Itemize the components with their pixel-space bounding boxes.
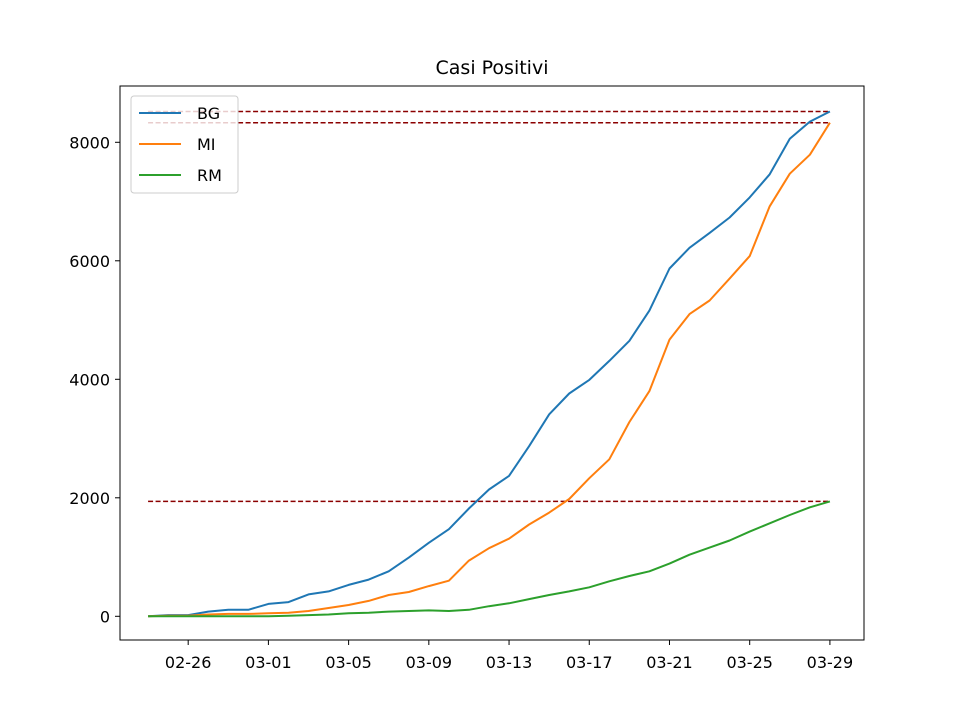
series-line-rm: [148, 500, 831, 618]
x-axis: 02-26 03-01 03-05 03-09 03-13 03-17 03-21 03-25…: [165, 640, 853, 672]
legend-label-mi: MI: [197, 135, 216, 154]
series-lines: [148, 110, 831, 618]
chart-title: Casi Positivi: [436, 57, 549, 79]
y-tick-label: 0: [100, 607, 110, 626]
series-line-mi: [148, 122, 831, 618]
x-tick-label: 03-29: [807, 653, 854, 672]
series-line-bg: [148, 110, 831, 618]
x-tick-label: 02-26: [165, 653, 212, 672]
legend-label-rm: RM: [197, 166, 222, 185]
reference-lines: [148, 110, 830, 503]
x-tick-label: 03-01: [245, 653, 292, 672]
y-tick-label: 8000: [69, 133, 110, 152]
y-axis: 0 2000 4000 6000 8000: [69, 133, 120, 626]
x-tick-label: 03-05: [325, 653, 372, 672]
plot-area-frame: [119, 85, 865, 641]
y-tick-label: 4000: [69, 370, 110, 389]
x-tick-label: 03-25: [726, 653, 773, 672]
x-tick-label: 03-09: [406, 653, 453, 672]
y-tick-label: 2000: [69, 489, 110, 508]
x-tick-label: 03-17: [566, 653, 613, 672]
legend-box: [130, 95, 239, 194]
legend-label-bg: BG: [197, 104, 220, 123]
x-tick-label: 03-21: [646, 653, 693, 672]
x-tick-label: 03-13: [486, 653, 533, 672]
y-tick-label: 6000: [69, 252, 110, 271]
legend: BG MI RM: [130, 95, 239, 194]
